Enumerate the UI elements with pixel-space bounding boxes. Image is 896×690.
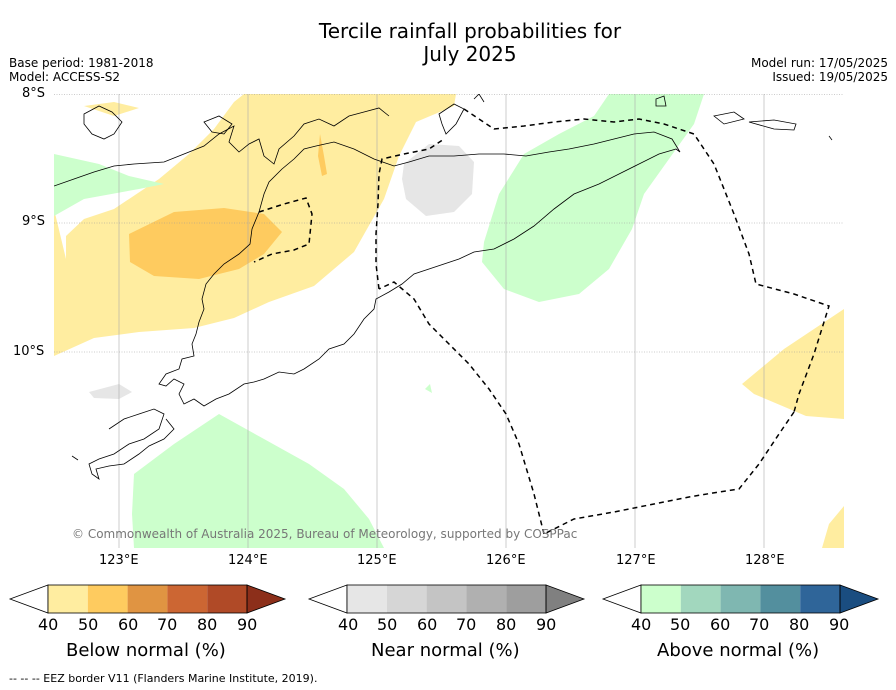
cb-below-tick-90: 90	[237, 615, 258, 634]
above-normal-40-50-region-north	[482, 94, 704, 302]
meridians	[118, 94, 765, 548]
above-normal-label: Above normal (%)	[657, 640, 820, 661]
rainfall-map	[54, 94, 844, 548]
colorbar-above-normal	[601, 584, 880, 614]
gridlines	[54, 94, 844, 353]
lat-label-9s: 9°S	[22, 214, 46, 229]
below-normal-label: Below normal (%)	[66, 640, 226, 661]
cb-below-tick-40: 40	[38, 615, 59, 634]
cb-above-tick-70: 70	[749, 615, 770, 634]
below-normal-50-60-region	[129, 208, 282, 279]
colorbar-2-segment-2	[680, 585, 721, 613]
colorbars	[8, 584, 880, 614]
cb-near-tick-60: 60	[417, 615, 438, 634]
colorbar-1-segment-1	[347, 585, 387, 613]
below-normal-40-50-region-southeast	[822, 506, 844, 548]
cb-near-tick-50: 50	[377, 615, 398, 634]
lat-label-8s: 8°S	[22, 86, 46, 101]
model-run: Model run: 17/05/2025	[750, 56, 888, 70]
above-normal-patch	[425, 384, 432, 393]
colorbar-1-segment-5	[506, 585, 546, 613]
colorbar-0-segment-3	[127, 585, 168, 613]
colorbar-near-normal	[307, 584, 586, 614]
colorbar-2-under-triangle	[601, 584, 642, 614]
meta-left: Base period: 1981-2018 Model: ACCESS-S2	[9, 56, 154, 84]
above-normal-40-50-region-south	[132, 414, 384, 548]
below-normal-40-50-region-north	[84, 102, 139, 116]
lon-label-125e: 125°E	[357, 553, 397, 568]
colorbar-1-segment-2	[386, 585, 427, 613]
coastlines	[54, 94, 833, 481]
issued-date: Issued: 19/05/2025	[772, 70, 888, 84]
below-normal-40-50-region-east	[742, 309, 844, 419]
lon-label-124e: 124°E	[228, 553, 268, 568]
colorbar-2-segment-1	[641, 585, 681, 613]
lon-label-128e: 128°E	[745, 553, 785, 568]
map-title: Tercile rainfall probabilities for July …	[0, 20, 896, 66]
colorbar-0-segment-2	[87, 585, 128, 613]
colorbar-0-segment-5	[207, 585, 247, 613]
lon-label-127e: 127°E	[616, 553, 656, 568]
colorbar-0-segment-4	[167, 585, 208, 613]
colorbar-2-segment-3	[720, 585, 761, 613]
cb-near-tick-80: 80	[496, 615, 517, 634]
base-period: Base period: 1981-2018	[9, 56, 154, 70]
eez-border	[253, 108, 830, 535]
above-normal-40-50-region-west	[54, 154, 164, 216]
below-normal-50-60-sliver	[318, 134, 327, 176]
cb-near-tick-90: 90	[536, 615, 557, 634]
colorbar-1-outline	[346, 584, 547, 614]
near-normal-40-50-region	[402, 144, 474, 216]
title-line-1: Tercile rainfall probabilities for	[318, 19, 622, 43]
lat-label-10s: 10°S	[13, 344, 45, 359]
lon-label-126e: 126°E	[486, 553, 526, 568]
cb-above-tick-40: 40	[631, 615, 652, 634]
colorbar-0-over-triangle	[246, 584, 287, 614]
colorbar-2-segment-5	[800, 585, 840, 613]
meta-right: Model run: 17/05/2025 Issued: 19/05/2025	[751, 56, 888, 84]
cb-below-tick-80: 80	[197, 615, 218, 634]
title-line-2: July 2025	[423, 42, 517, 66]
cb-above-tick-80: 80	[789, 615, 810, 634]
cb-below-tick-60: 60	[118, 615, 139, 634]
eez-footnote: -- -- -- EEZ border V11 (Flanders Marine…	[9, 672, 318, 685]
cb-above-tick-50: 50	[670, 615, 691, 634]
colorbar-0-segment-1	[48, 585, 88, 613]
colorbar-2-segment-4	[760, 585, 801, 613]
colorbar-0-under-triangle	[8, 584, 49, 614]
near-normal-40-50-patch	[89, 384, 132, 399]
colorbar-1-over-triangle	[545, 584, 586, 614]
colorbar-1-segment-4	[466, 585, 507, 613]
copyright-notice: © Commonwealth of Australia 2025, Bureau…	[72, 527, 578, 541]
colorbar-1-segment-3	[426, 585, 467, 613]
cb-above-tick-90: 90	[829, 615, 850, 634]
colorbar-2-over-triangle	[839, 584, 880, 614]
cb-above-tick-60: 60	[710, 615, 731, 634]
cb-below-tick-70: 70	[157, 615, 178, 634]
colorbar-0-outline	[47, 584, 248, 614]
model-name: Model: ACCESS-S2	[9, 70, 121, 84]
colorbar-below-normal	[8, 584, 287, 614]
cb-near-tick-40: 40	[338, 615, 359, 634]
cb-below-tick-50: 50	[78, 615, 99, 634]
cb-near-tick-70: 70	[456, 615, 477, 634]
near-normal-label: Near normal (%)	[371, 640, 520, 661]
colorbar-1-under-triangle	[307, 584, 348, 614]
lon-label-123e: 123°E	[99, 553, 139, 568]
colorbar-2-outline	[640, 584, 841, 614]
